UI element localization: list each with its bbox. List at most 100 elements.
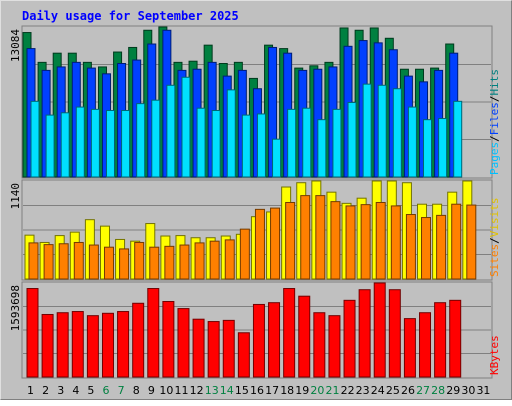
- bar-pages-day-27: [423, 119, 433, 178]
- day-label-17: 17: [265, 384, 279, 397]
- legend-label: Files: [488, 102, 501, 135]
- bar-pages-day-8: [136, 103, 146, 178]
- legend-label: Pages: [488, 142, 501, 175]
- legend-label: Sites: [488, 244, 501, 277]
- bar-pages-day-18: [287, 108, 297, 178]
- bar-kbytes-day-24: [373, 282, 386, 378]
- day-label-31: 31: [476, 384, 490, 397]
- day-label-7: 7: [118, 384, 125, 397]
- day-label-6: 6: [103, 384, 110, 397]
- bar-kbytes-day-7: [117, 311, 130, 378]
- bar-sites-day-12: [194, 242, 205, 280]
- bar-pages-day-1: [30, 100, 40, 178]
- bar-kbytes-day-29: [449, 299, 462, 378]
- panel-border-kbytes: [21, 281, 493, 379]
- bar-kbytes-day-6: [101, 312, 114, 378]
- bar-pages-day-2: [45, 114, 55, 178]
- day-label-8: 8: [133, 384, 140, 397]
- bar-sites-day-14: [224, 239, 235, 280]
- day-label-29: 29: [446, 384, 460, 397]
- bar-sites-day-6: [103, 246, 114, 280]
- bar-pages-day-23: [362, 83, 372, 178]
- bar-pages-day-28: [438, 118, 448, 178]
- bar-sites-day-16: [254, 208, 265, 280]
- bar-sites-day-10: [164, 245, 175, 280]
- bar-pages-day-15: [241, 114, 251, 178]
- legend-kbytes: KBytes: [488, 335, 501, 375]
- bar-kbytes-day-10: [162, 301, 175, 378]
- bar-sites-day-9: [149, 246, 160, 280]
- day-label-2: 2: [42, 384, 49, 397]
- day-label-13: 13: [205, 384, 219, 397]
- bar-kbytes-day-21: [328, 315, 341, 378]
- bar-sites-day-19: [300, 195, 311, 280]
- day-label-27: 27: [416, 384, 430, 397]
- day-label-28: 28: [431, 384, 445, 397]
- bar-pages-day-14: [226, 89, 236, 178]
- bar-sites-day-1: [28, 242, 39, 280]
- bar-sites-day-2: [43, 244, 54, 280]
- bar-pages-day-7: [121, 110, 131, 178]
- bar-pages-day-19: [302, 107, 312, 178]
- bar-kbytes-day-17: [268, 302, 281, 378]
- bar-kbytes-day-9: [147, 288, 160, 378]
- bar-kbytes-day-2: [41, 313, 54, 378]
- day-label-9: 9: [148, 384, 155, 397]
- scale-label-hits-files-pages: 13084: [9, 29, 22, 62]
- day-label-21: 21: [325, 384, 339, 397]
- bar-sites-day-13: [209, 240, 220, 280]
- legend-label: Visits: [488, 198, 501, 238]
- day-label-23: 23: [356, 384, 370, 397]
- bar-kbytes-day-22: [343, 299, 356, 378]
- day-label-18: 18: [280, 384, 294, 397]
- scale-label-visits-sites: 1140: [9, 183, 22, 210]
- bar-pages-day-6: [105, 110, 115, 178]
- bar-sites-day-4: [73, 241, 84, 280]
- bar-kbytes-day-27: [419, 312, 432, 378]
- bar-sites-day-25: [390, 205, 401, 280]
- day-label-14: 14: [220, 384, 234, 397]
- day-label-24: 24: [371, 384, 385, 397]
- bar-pages-day-3: [60, 112, 70, 178]
- day-label-10: 10: [159, 384, 173, 397]
- chart-title: Daily usage for September 2025: [22, 9, 239, 23]
- bar-sites-day-30: [466, 204, 477, 280]
- day-label-26: 26: [401, 384, 415, 397]
- day-label-22: 22: [341, 384, 355, 397]
- bar-sites-day-11: [179, 244, 190, 280]
- bar-pages-day-25: [392, 88, 402, 178]
- bar-sites-day-24: [375, 201, 386, 280]
- legend-label: /: [488, 237, 501, 244]
- bar-kbytes-day-25: [388, 289, 401, 378]
- bar-pages-day-5: [90, 108, 100, 178]
- bar-sites-day-17: [270, 207, 281, 280]
- day-label-15: 15: [235, 384, 249, 397]
- bar-sites-day-7: [119, 248, 130, 280]
- bar-sites-day-27: [421, 217, 432, 280]
- bar-sites-day-29: [451, 203, 462, 280]
- day-label-16: 16: [250, 384, 264, 397]
- day-label-1: 1: [27, 384, 34, 397]
- legend-label: /: [488, 135, 501, 142]
- bar-pages-day-13: [211, 110, 221, 178]
- day-label-4: 4: [72, 384, 79, 397]
- bar-sites-day-21: [330, 201, 341, 280]
- bar-pages-day-10: [166, 84, 176, 178]
- bar-kbytes-day-23: [358, 289, 371, 378]
- bar-sites-day-18: [285, 201, 296, 280]
- bar-pages-day-9: [151, 99, 161, 178]
- bar-sites-day-3: [58, 243, 69, 280]
- day-label-12: 12: [190, 384, 204, 397]
- bar-pages-day-12: [196, 107, 206, 178]
- day-label-25: 25: [386, 384, 400, 397]
- bar-sites-day-15: [239, 228, 250, 280]
- day-label-20: 20: [310, 384, 324, 397]
- bar-sites-day-28: [436, 214, 447, 280]
- panel-border-hits-files-pages: [21, 25, 493, 179]
- bar-kbytes-day-19: [298, 295, 311, 378]
- bar-kbytes-day-5: [86, 315, 99, 378]
- bar-kbytes-day-26: [403, 318, 416, 378]
- bar-sites-day-22: [345, 205, 356, 280]
- bar-pages-day-29: [453, 100, 463, 178]
